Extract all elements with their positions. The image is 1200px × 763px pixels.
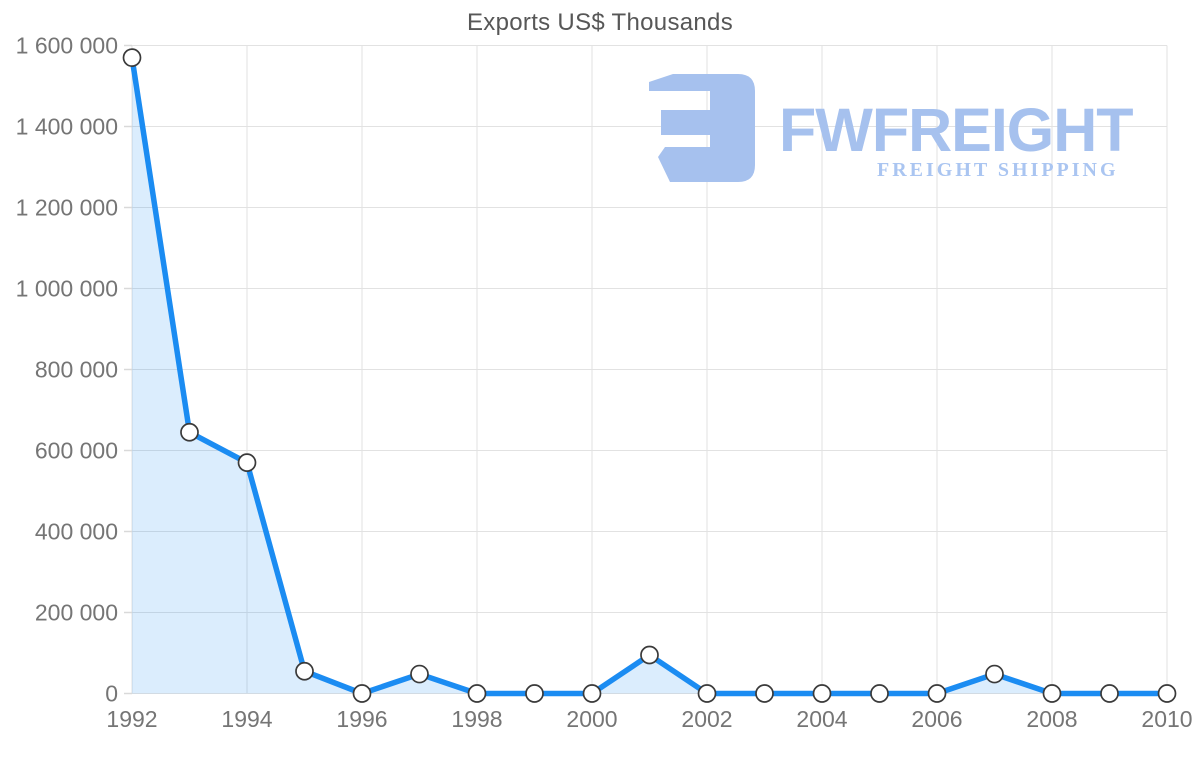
x-axis-label: 2000 bbox=[566, 706, 617, 732]
x-axis-label: 1998 bbox=[451, 706, 502, 732]
x-axis-label: 2006 bbox=[911, 706, 962, 732]
x-axis-label: 2002 bbox=[681, 706, 732, 732]
data-point-1994[interactable] bbox=[237, 453, 257, 472]
data-point-1997[interactable] bbox=[410, 664, 429, 684]
data-point-2010[interactable] bbox=[1157, 684, 1177, 703]
x-axis-label: 2010 bbox=[1141, 706, 1192, 732]
y-axis-label: 0 bbox=[105, 681, 118, 707]
data-point-1992[interactable] bbox=[122, 48, 142, 68]
x-axis-label: 1992 bbox=[106, 706, 157, 732]
y-axis-label: 600 000 bbox=[35, 438, 118, 464]
data-point-2007[interactable] bbox=[985, 664, 1004, 684]
y-axis-label: 800 000 bbox=[35, 357, 118, 383]
data-point-2004[interactable] bbox=[812, 684, 832, 703]
data-point-1996[interactable] bbox=[352, 684, 372, 703]
data-point-2002[interactable] bbox=[697, 684, 717, 703]
chart-title: Exports US$ Thousands bbox=[467, 9, 733, 36]
x-axis-label: 2008 bbox=[1026, 706, 1077, 732]
data-point-2005[interactable] bbox=[870, 684, 889, 703]
data-point-1999[interactable] bbox=[525, 684, 544, 703]
y-axis-label: 400 000 bbox=[35, 519, 118, 545]
x-axis-label: 1994 bbox=[221, 706, 272, 732]
y-axis-label: 200 000 bbox=[35, 600, 118, 626]
data-point-2008[interactable] bbox=[1042, 684, 1062, 703]
x-axis-label: 2004 bbox=[796, 706, 847, 732]
data-point-1995[interactable] bbox=[295, 661, 314, 681]
data-point-2006[interactable] bbox=[927, 684, 947, 703]
area-fill bbox=[132, 57, 1167, 694]
data-point-2003[interactable] bbox=[755, 684, 774, 703]
data-point-2000[interactable] bbox=[582, 684, 602, 703]
data-point-2001[interactable] bbox=[640, 645, 659, 665]
x-axis-label: 1996 bbox=[336, 706, 387, 732]
y-axis-label: 1 000 000 bbox=[16, 276, 118, 302]
y-axis-label: 1 600 000 bbox=[16, 33, 118, 59]
trend-line bbox=[129, 54, 1170, 697]
y-axis-label: 1 400 000 bbox=[16, 114, 118, 140]
y-axis-label: 1 200 000 bbox=[16, 195, 118, 221]
data-point-1998[interactable] bbox=[467, 684, 487, 703]
data-point-1993[interactable] bbox=[180, 422, 199, 442]
data-point-2009[interactable] bbox=[1100, 684, 1119, 703]
